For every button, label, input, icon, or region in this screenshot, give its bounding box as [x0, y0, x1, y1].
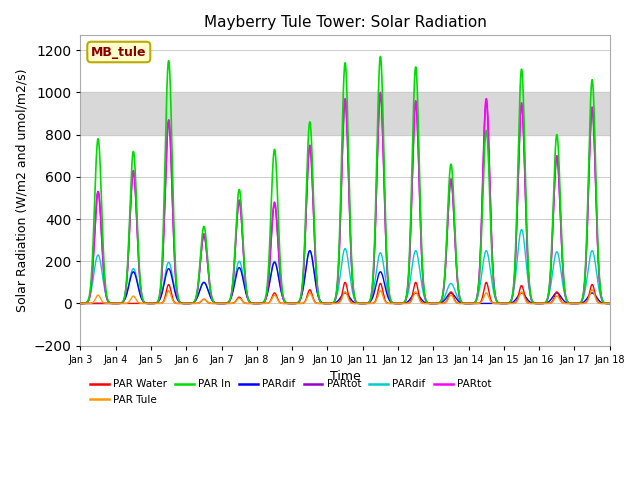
Bar — [81, 92, 610, 134]
Legend: PAR Water, PAR Tule, PAR In, PARdif, PARtot, PARdif, PARtot: PAR Water, PAR Tule, PAR In, PARdif, PAR… — [86, 375, 495, 409]
Y-axis label: Solar Radiation (W/m2 and umol/m2/s): Solar Radiation (W/m2 and umol/m2/s) — [15, 69, 28, 312]
Title: Mayberry Tule Tower: Solar Radiation: Mayberry Tule Tower: Solar Radiation — [204, 15, 486, 30]
Text: MB_tule: MB_tule — [91, 46, 147, 59]
X-axis label: Time: Time — [330, 370, 360, 383]
